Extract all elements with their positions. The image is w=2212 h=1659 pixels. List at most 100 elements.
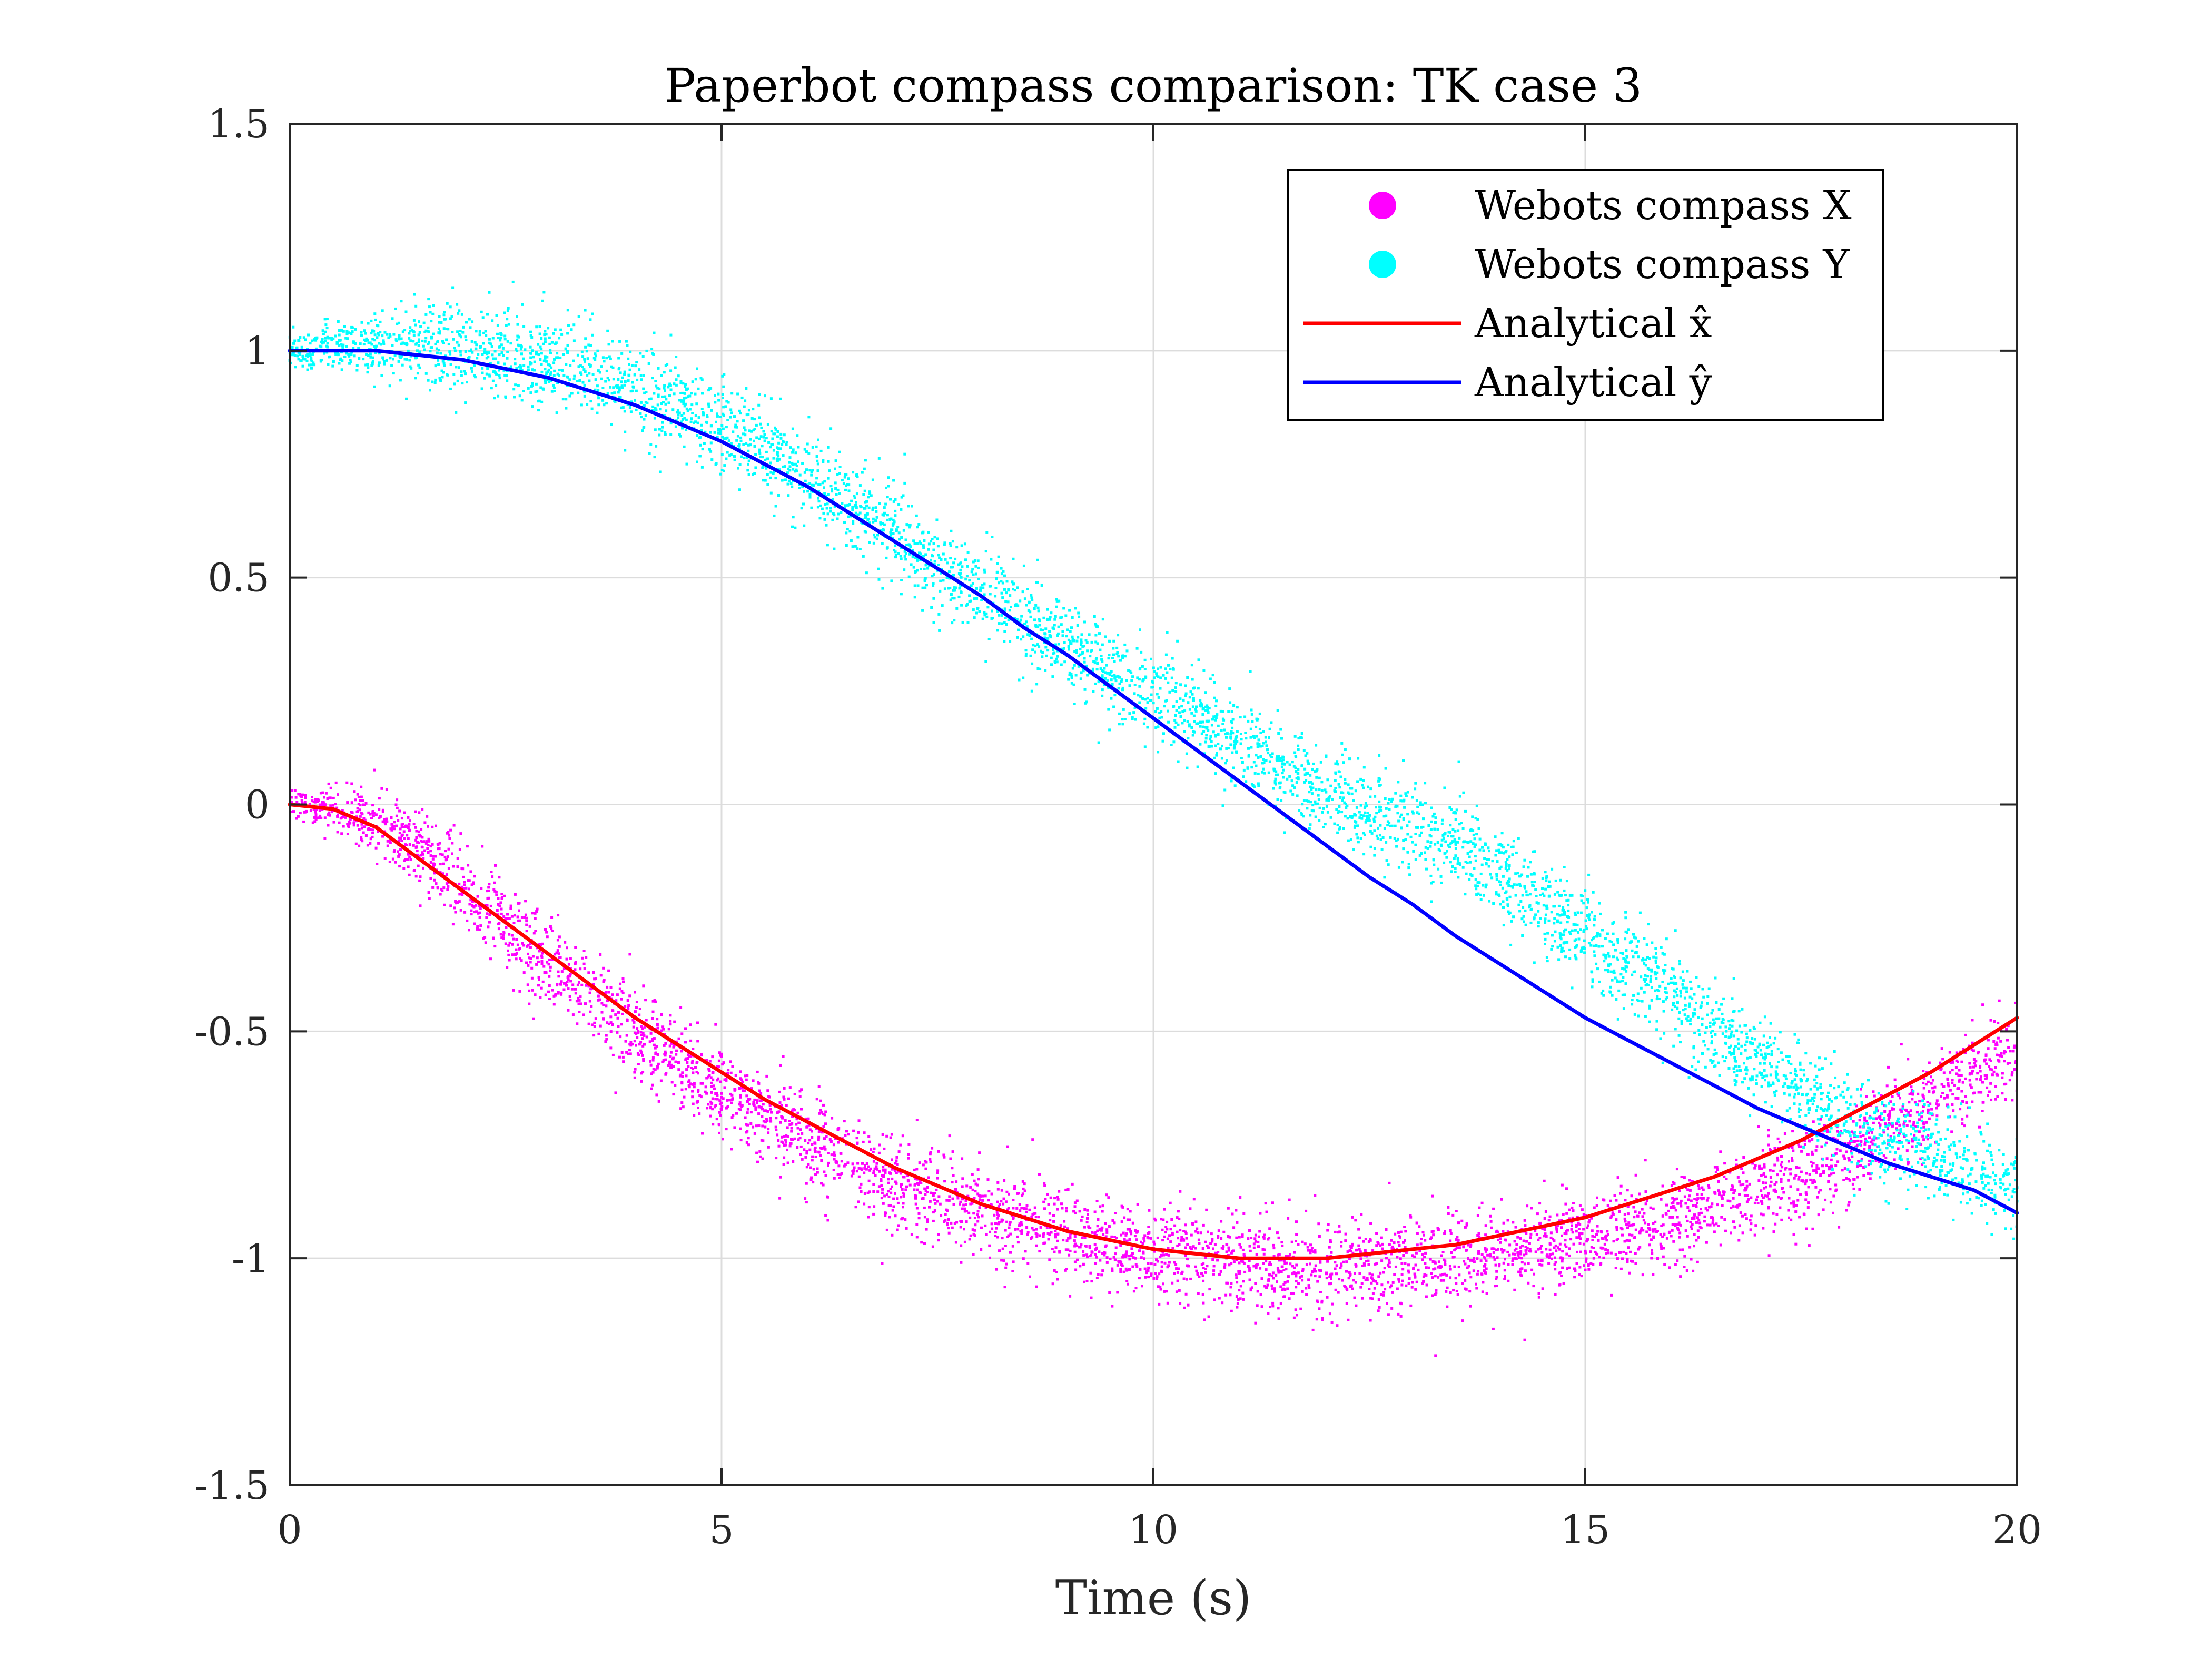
scatter-point [1815, 1164, 1819, 1167]
scatter-point [715, 1118, 718, 1121]
scatter-point [1340, 1241, 1343, 1244]
scatter-point [661, 1025, 665, 1029]
scatter-point [458, 900, 461, 903]
scatter-point [1702, 1188, 1705, 1191]
scatter-point [891, 1185, 893, 1188]
scatter-point [715, 1092, 718, 1095]
scatter-point [328, 811, 331, 814]
scatter-point [1701, 1186, 1704, 1189]
scatter-point [1396, 1256, 1399, 1259]
scatter-point [1207, 1246, 1210, 1249]
scatter-point [657, 1062, 660, 1065]
scatter-point [1769, 1149, 1772, 1152]
scatter-point [1570, 1221, 1573, 1224]
scatter-point [874, 1174, 877, 1177]
scatter-point [2012, 1046, 2016, 1050]
scatter-point [669, 1051, 673, 1054]
scatter-point [707, 1075, 709, 1079]
scatter-point [926, 1191, 929, 1193]
scatter-point [1139, 1268, 1142, 1271]
scatter-point [319, 803, 322, 806]
scatter-point [895, 1159, 898, 1162]
scatter-point [1361, 1297, 1364, 1300]
scatter-point [1084, 1245, 1087, 1247]
scatter-point [814, 1146, 817, 1149]
scatter-point [469, 898, 472, 902]
scatter-point [1328, 1282, 1331, 1286]
scatter-point [1523, 1338, 1526, 1341]
scatter-point [1259, 1293, 1262, 1296]
scatter-point [1012, 1260, 1015, 1263]
scatter-point [687, 1084, 690, 1087]
scatter-point [1371, 1273, 1374, 1277]
scatter-point [1452, 1289, 1455, 1292]
scatter-point [1835, 1148, 1839, 1151]
scatter-point [1122, 1231, 1125, 1235]
scatter-point [1913, 1133, 1916, 1137]
scatter-point [1044, 1198, 1047, 1201]
scatter-point [444, 850, 447, 853]
scatter-point [1683, 1013, 1686, 1016]
scatter-point [1519, 1273, 1522, 1277]
scatter-point [1738, 1180, 1741, 1183]
scatter-point [937, 1195, 941, 1198]
scatter-point [1031, 1138, 1034, 1141]
scatter-point [1592, 1247, 1595, 1249]
scatter-point [472, 882, 475, 885]
scatter-point [1164, 1231, 1167, 1234]
scatter-point [383, 821, 387, 824]
scatter-point [1800, 1170, 1803, 1173]
scatter-point [1764, 1175, 1767, 1178]
scatter-point [1593, 1236, 1596, 1238]
scatter-point [1693, 1245, 1695, 1248]
scatter-point [872, 1170, 875, 1173]
scatter-point [1882, 1154, 1885, 1158]
scatter-point [960, 1244, 963, 1247]
scatter-point [1278, 1253, 1281, 1256]
scatter-point [1236, 1281, 1239, 1284]
scatter-point [1090, 1296, 1093, 1299]
scatter-point [1129, 1230, 1132, 1233]
scatter-point [946, 1222, 949, 1224]
scatter-point [1922, 1121, 1925, 1124]
scatter-point [1808, 1244, 1811, 1247]
scatter-point [1809, 1178, 1812, 1181]
scatter-point [795, 1118, 798, 1121]
scatter-point [1124, 1252, 1128, 1256]
scatter-point [1242, 775, 1245, 778]
scatter-point [1156, 1275, 1159, 1278]
scatter-point [623, 370, 626, 373]
scatter-point [722, 1061, 725, 1064]
scatter-point [790, 1127, 793, 1130]
scatter-point [739, 1094, 742, 1097]
scatter-point [1624, 916, 1627, 920]
scatter-point [924, 1167, 927, 1170]
scatter-point [1511, 1259, 1514, 1262]
scatter-point [445, 882, 448, 885]
scatter-point [444, 858, 447, 862]
scatter-point [432, 304, 435, 307]
scatter-point [881, 1262, 884, 1265]
scatter-point [600, 1002, 604, 1005]
scatter-point [1867, 1163, 1870, 1167]
scatter-point [1279, 1302, 1282, 1305]
scatter-point [460, 885, 463, 888]
scatter-point [527, 964, 530, 967]
scatter-point [1706, 1209, 1709, 1212]
scatter-point [727, 1069, 730, 1072]
scatter-point [1445, 1290, 1448, 1293]
scatter-point [575, 1000, 578, 1003]
scatter-point [1475, 1282, 1477, 1286]
scatter-point [711, 1071, 714, 1074]
scatter-point [1744, 1189, 1747, 1192]
scatter-point [1723, 1218, 1726, 1221]
scatter-point [1048, 1212, 1051, 1215]
scatter-point [1688, 1209, 1691, 1212]
scatter-point [1568, 1266, 1571, 1269]
scatter-point [1575, 1236, 1578, 1239]
scatter-point [337, 793, 339, 796]
scatter-point [872, 1190, 875, 1193]
scatter-point [313, 801, 317, 804]
scatter-point [1238, 1289, 1241, 1292]
scatter-point [1616, 1257, 1619, 1260]
